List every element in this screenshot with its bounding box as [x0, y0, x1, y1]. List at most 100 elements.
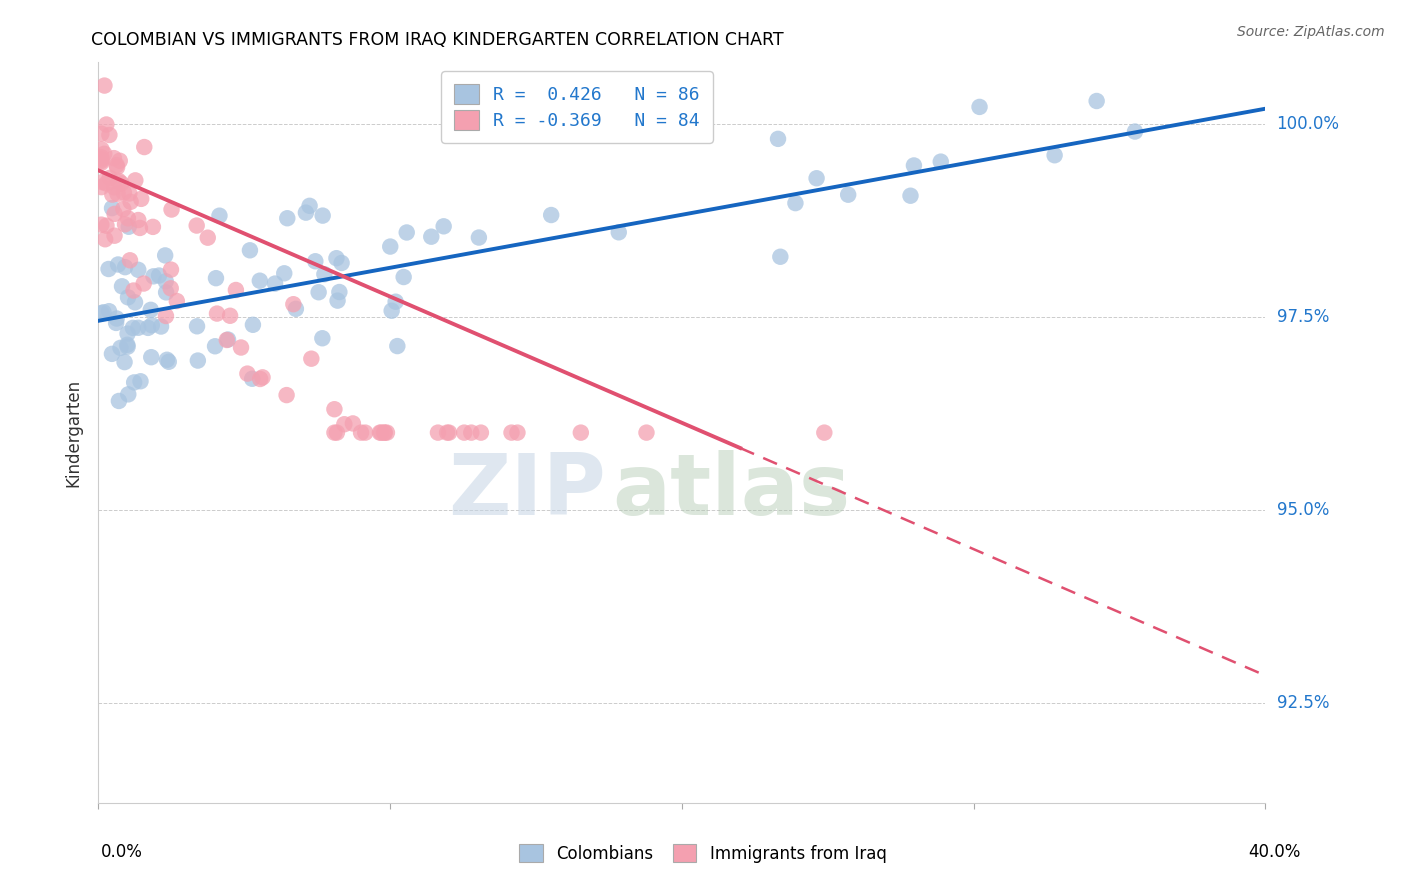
Point: [127, 262, 149, 277]
Point: [150, 319, 173, 334]
Point: [208, 209, 231, 223]
Point: [117, 211, 139, 226]
Point: [437, 425, 460, 440]
Point: [323, 402, 346, 417]
Point: [187, 353, 209, 368]
Point: [420, 229, 443, 244]
Point: [129, 374, 152, 388]
Point: [103, 228, 125, 243]
Point: [155, 274, 177, 288]
Point: [98, 304, 121, 318]
Point: [350, 425, 373, 440]
Point: [205, 271, 228, 285]
Point: [264, 277, 287, 291]
Point: [90, 155, 112, 169]
Text: 95.0%: 95.0%: [1277, 500, 1329, 519]
Point: [273, 266, 295, 280]
Point: [110, 177, 132, 191]
Point: [101, 347, 124, 361]
Point: [127, 320, 149, 334]
Text: 0.0%: 0.0%: [101, 843, 143, 861]
Point: [114, 217, 136, 231]
Point: [239, 244, 262, 258]
Point: [249, 274, 271, 288]
Point: [90, 218, 112, 232]
Point: [929, 154, 952, 169]
Point: [127, 213, 149, 227]
Point: [433, 219, 456, 234]
Point: [141, 350, 163, 364]
Point: [118, 253, 141, 268]
Point: [453, 425, 475, 440]
Point: [766, 132, 789, 146]
Point: [229, 341, 252, 355]
Point: [112, 202, 135, 216]
Point: [160, 202, 183, 217]
Point: [311, 209, 333, 223]
Point: [114, 355, 136, 369]
Point: [295, 205, 318, 219]
Text: 100.0%: 100.0%: [1277, 115, 1340, 133]
Point: [134, 140, 156, 154]
Point: [326, 425, 349, 440]
Point: [97, 262, 120, 277]
Point: [506, 425, 529, 440]
Point: [108, 394, 131, 409]
Text: ZIP: ZIP: [449, 450, 606, 533]
Point: [122, 376, 145, 390]
Point: [101, 187, 124, 202]
Point: [785, 196, 807, 211]
Point: [159, 281, 181, 295]
Point: [90, 154, 112, 169]
Point: [806, 171, 828, 186]
Point: [124, 295, 146, 310]
Point: [900, 188, 922, 202]
Point: [91, 175, 114, 189]
Text: 97.5%: 97.5%: [1277, 308, 1329, 326]
Point: [219, 309, 242, 323]
Point: [204, 339, 226, 353]
Point: [325, 251, 347, 265]
Point: [166, 293, 188, 308]
Point: [93, 78, 115, 93]
Point: [155, 309, 177, 323]
Point: [139, 302, 162, 317]
Point: [103, 180, 125, 194]
Point: [636, 425, 658, 440]
Point: [118, 186, 141, 201]
Point: [215, 333, 238, 347]
Point: [304, 254, 326, 268]
Point: [153, 248, 176, 262]
Point: [375, 425, 398, 440]
Point: [540, 208, 562, 222]
Legend: Colombians, Immigrants from Iraq: Colombians, Immigrants from Iraq: [509, 834, 897, 873]
Point: [1085, 94, 1108, 108]
Point: [314, 267, 336, 281]
Point: [157, 355, 180, 369]
Point: [93, 305, 115, 319]
Point: [342, 417, 364, 431]
Legend: R =  0.426   N = 86, R = -0.369   N = 84: R = 0.426 N = 86, R = -0.369 N = 84: [441, 71, 713, 143]
Point: [108, 153, 131, 168]
Point: [370, 425, 392, 440]
Point: [380, 239, 402, 253]
Point: [90, 153, 112, 167]
Point: [129, 221, 152, 235]
Point: [142, 219, 165, 234]
Point: [96, 177, 118, 191]
Point: [105, 316, 128, 330]
Point: [107, 174, 129, 188]
Point: [354, 425, 377, 440]
Point: [122, 284, 145, 298]
Point: [330, 256, 353, 270]
Point: [328, 285, 350, 299]
Point: [837, 187, 859, 202]
Point: [298, 199, 321, 213]
Point: [90, 127, 112, 141]
Point: [283, 297, 305, 311]
Point: [468, 230, 491, 244]
Point: [111, 279, 134, 293]
Point: [1123, 124, 1146, 138]
Point: [94, 232, 117, 246]
Point: [103, 151, 125, 165]
